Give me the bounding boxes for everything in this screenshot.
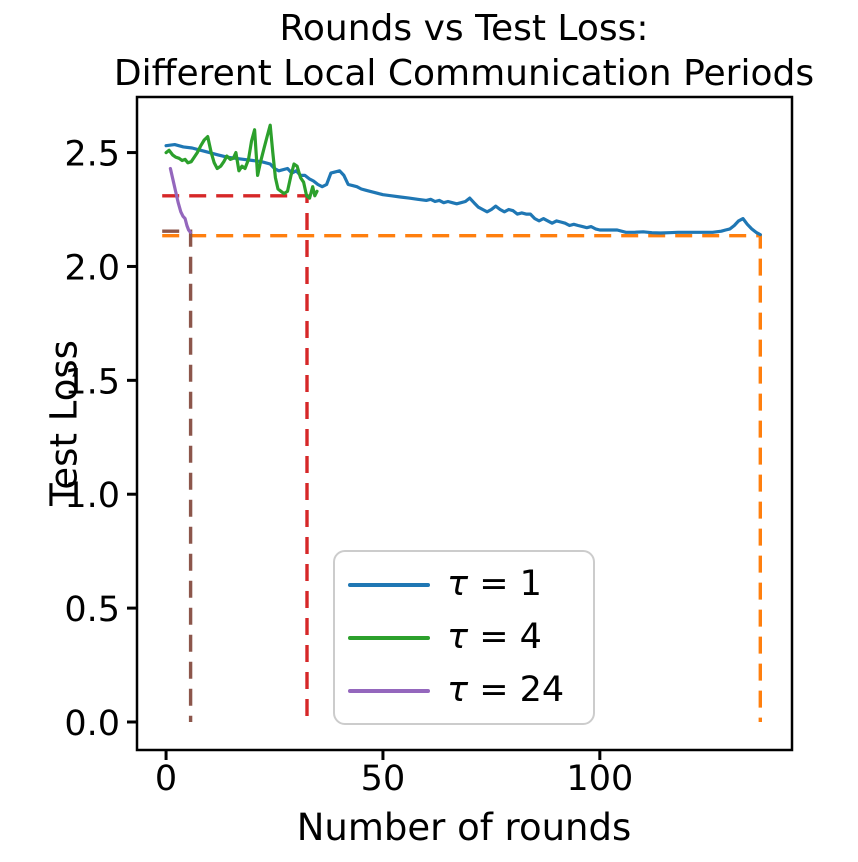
legend-item-tau-1: τ = 1: [348, 567, 587, 602]
chart-title: Rounds vs Test Loss: Different Local Com…: [114, 6, 814, 96]
series-line-3: [168, 166, 192, 234]
y-tick-label: 1.0: [64, 476, 120, 516]
x-axis-label: Number of rounds: [296, 806, 632, 849]
y-axis-label: Test Loss: [42, 340, 86, 506]
y-tick-label: 2.0: [64, 248, 120, 288]
y-tick-label: 0.5: [64, 590, 120, 630]
axes-spines: [135, 95, 794, 752]
legend-line-sample: [348, 635, 430, 640]
chart-title-line2: Different Local Communication Periods: [113, 53, 815, 94]
series-line-2: [164, 123, 319, 200]
legend-item-label: τ = 4: [447, 617, 542, 657]
legend-item-label: τ = 1: [447, 564, 542, 604]
y-tick-label: 2.5: [64, 135, 120, 175]
y-tick-label: 1.5: [64, 362, 120, 402]
x-tick-label: 100: [566, 759, 633, 799]
x-tick-label: 0: [155, 759, 177, 799]
legend: τ = 1 τ = 4 τ = 24: [333, 550, 595, 725]
y-tick-label: 0.0: [64, 704, 120, 744]
legend-item-tau-4: τ = 4: [348, 620, 587, 655]
legend-line-sample: [348, 582, 430, 587]
legend-item-tau-24: τ = 24: [348, 673, 587, 708]
x-tick-label: 50: [361, 759, 406, 799]
legend-line-sample: [348, 688, 430, 693]
chart-title-line1: Rounds vs Test Loss:: [279, 8, 649, 49]
legend-item-label: τ = 24: [447, 670, 565, 710]
tau4-target-dashed-line: [162, 194, 309, 722]
tau24-target-dashed-line: [162, 229, 193, 722]
